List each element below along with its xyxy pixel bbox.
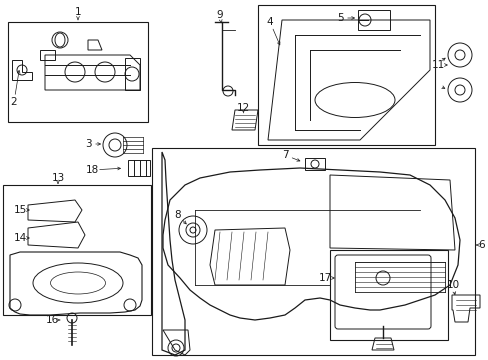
- Text: 9: 9: [216, 10, 223, 20]
- Text: 17: 17: [318, 273, 331, 283]
- Text: 7: 7: [281, 150, 288, 160]
- Bar: [152, 148, 474, 355]
- Text: 15: 15: [13, 205, 26, 215]
- Bar: [3, 185, 151, 315]
- Text: 3: 3: [84, 139, 91, 149]
- Text: 1: 1: [75, 7, 81, 17]
- Text: 11: 11: [430, 60, 444, 70]
- Bar: [258, 5, 434, 145]
- Text: 2: 2: [11, 97, 17, 107]
- Text: 5: 5: [336, 13, 343, 23]
- Text: 13: 13: [51, 173, 64, 183]
- Text: 14: 14: [13, 233, 26, 243]
- Text: 4: 4: [266, 17, 273, 27]
- Text: 10: 10: [446, 280, 459, 290]
- Bar: [8, 22, 148, 122]
- Text: 16: 16: [45, 315, 59, 325]
- Text: 8: 8: [174, 210, 181, 220]
- Text: 6: 6: [478, 240, 484, 250]
- Bar: [329, 250, 447, 340]
- Text: 12: 12: [236, 103, 249, 113]
- Text: 18: 18: [85, 165, 99, 175]
